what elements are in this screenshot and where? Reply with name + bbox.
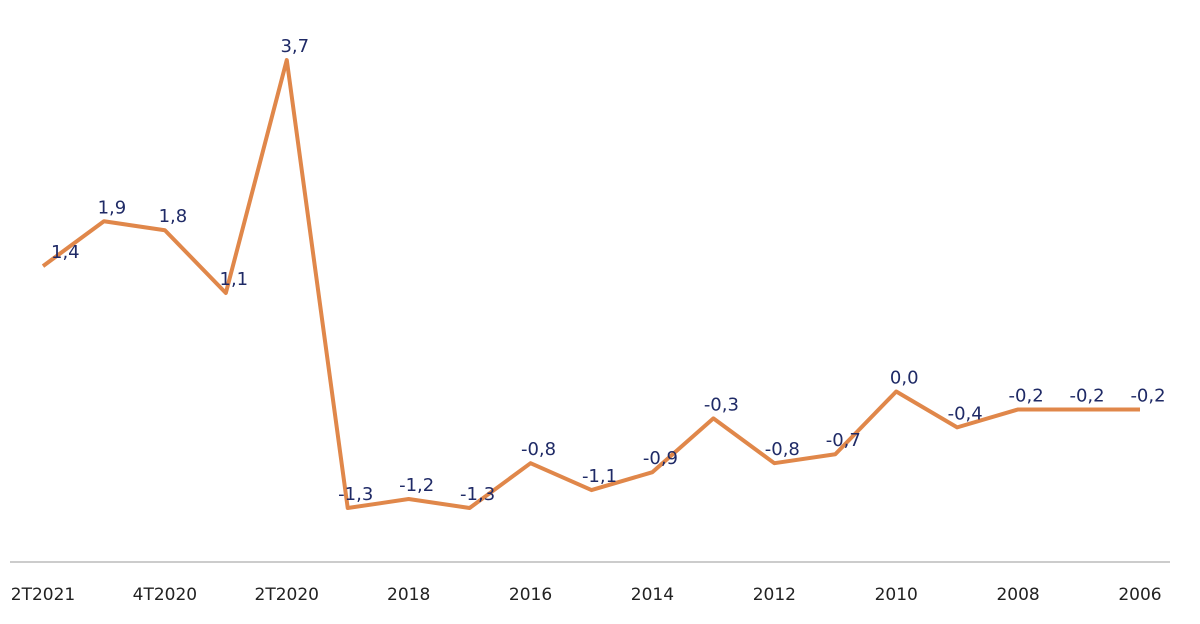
value-label: 0,0 [890,368,919,389]
value-label: 1,8 [159,206,188,227]
value-label: 1,1 [220,269,249,290]
value-label: -0,8 [521,439,556,460]
value-label: 1,9 [98,197,127,218]
value-label: -0,3 [704,394,739,415]
value-label: -0,9 [643,448,678,469]
x-tick-label: 2008 [996,585,1039,605]
x-tick-label: 2018 [387,585,430,605]
value-label: -1,3 [338,484,373,505]
value-label: 3,7 [280,36,309,57]
x-tick-label: 4T2020 [133,585,197,605]
x-tick-label: 2T2020 [255,585,319,605]
x-tick-label: 2006 [1118,585,1161,605]
value-label: -0,4 [948,403,983,424]
x-tick-label: 2T2021 [11,585,75,605]
x-tick-label: 2014 [631,585,674,605]
value-label: -0,2 [1130,385,1165,406]
value-label: -0,2 [1069,385,1104,406]
value-label: -1,2 [399,475,434,496]
value-label: -1,1 [582,466,617,487]
value-label: -0,2 [1009,385,1044,406]
x-tick-label: 2016 [509,585,552,605]
value-label: -0,7 [826,430,861,451]
value-label: 1,4 [51,242,80,263]
value-label: -0,8 [765,439,800,460]
x-tick-label: 2010 [875,585,918,605]
data-line [41,58,1140,510]
value-label: -1,3 [460,484,495,505]
x-tick-label: 2012 [753,585,796,605]
